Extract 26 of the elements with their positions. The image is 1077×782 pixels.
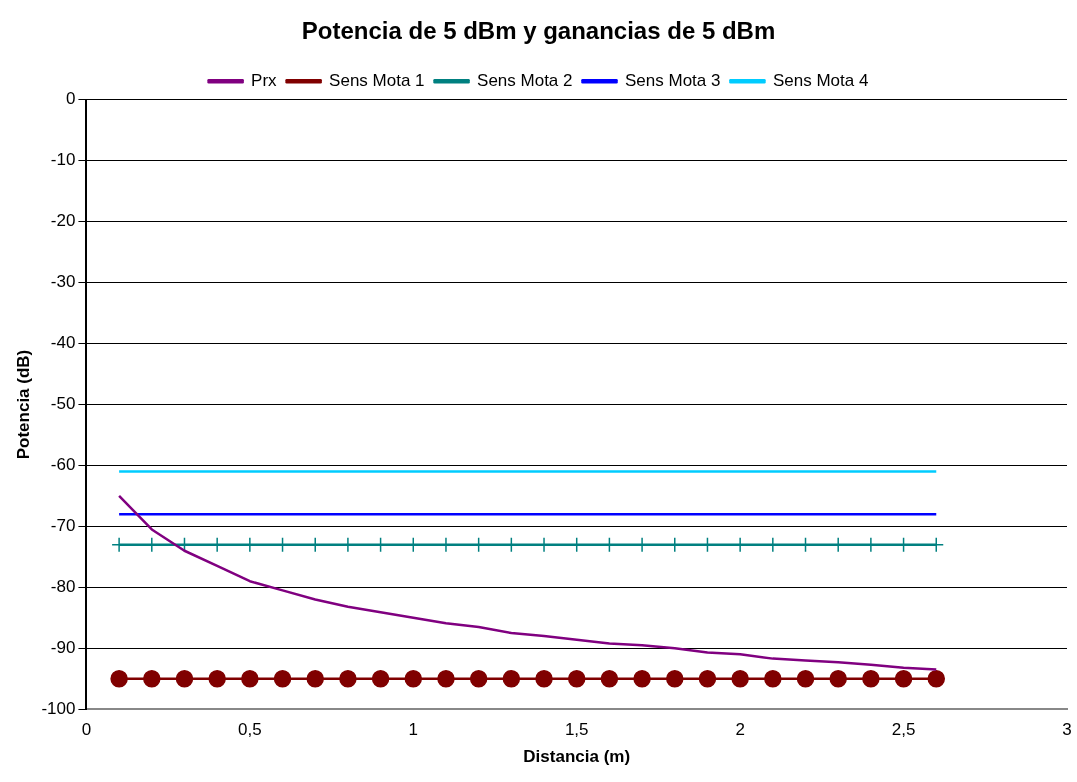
legend-label: Sens Mota 1 bbox=[329, 70, 425, 90]
y-tick-label: -90 bbox=[50, 637, 76, 657]
y-tick-label: -100 bbox=[41, 698, 76, 718]
y-tick-label: 0 bbox=[65, 89, 76, 109]
x-tick-label: 2 bbox=[735, 720, 745, 740]
x-tick-label: 0,5 bbox=[238, 720, 262, 740]
x-axis-title: Distancia (m) bbox=[523, 747, 631, 767]
y-tick-label: -60 bbox=[50, 455, 76, 475]
x-tick-label: 2,5 bbox=[891, 720, 916, 740]
legend-label: Sens Mota 2 bbox=[477, 70, 573, 90]
x-tick-label: 3 bbox=[1062, 720, 1072, 740]
chart-title: Potencia de 5 dBm y ganancias de 5 dBm bbox=[301, 17, 776, 45]
x-tick-label: 0 bbox=[81, 720, 92, 740]
y-tick-label: -70 bbox=[50, 516, 76, 536]
legend-label: Sens Mota 3 bbox=[625, 70, 721, 90]
x-tick-label: 1 bbox=[408, 720, 419, 740]
y-tick-label: -10 bbox=[50, 150, 76, 170]
legend-label: Sens Mota 4 bbox=[772, 70, 869, 90]
y-axis-title: Potencia (dB) bbox=[13, 349, 33, 460]
legend-label: Prx bbox=[251, 70, 278, 90]
y-tick-label: -20 bbox=[50, 211, 76, 231]
x-tick-label: 1,5 bbox=[564, 720, 589, 740]
y-tick-label: -40 bbox=[50, 333, 76, 353]
y-tick-label: -30 bbox=[50, 272, 76, 292]
y-tick-label: -50 bbox=[50, 394, 76, 414]
y-tick-label: -80 bbox=[50, 577, 76, 597]
